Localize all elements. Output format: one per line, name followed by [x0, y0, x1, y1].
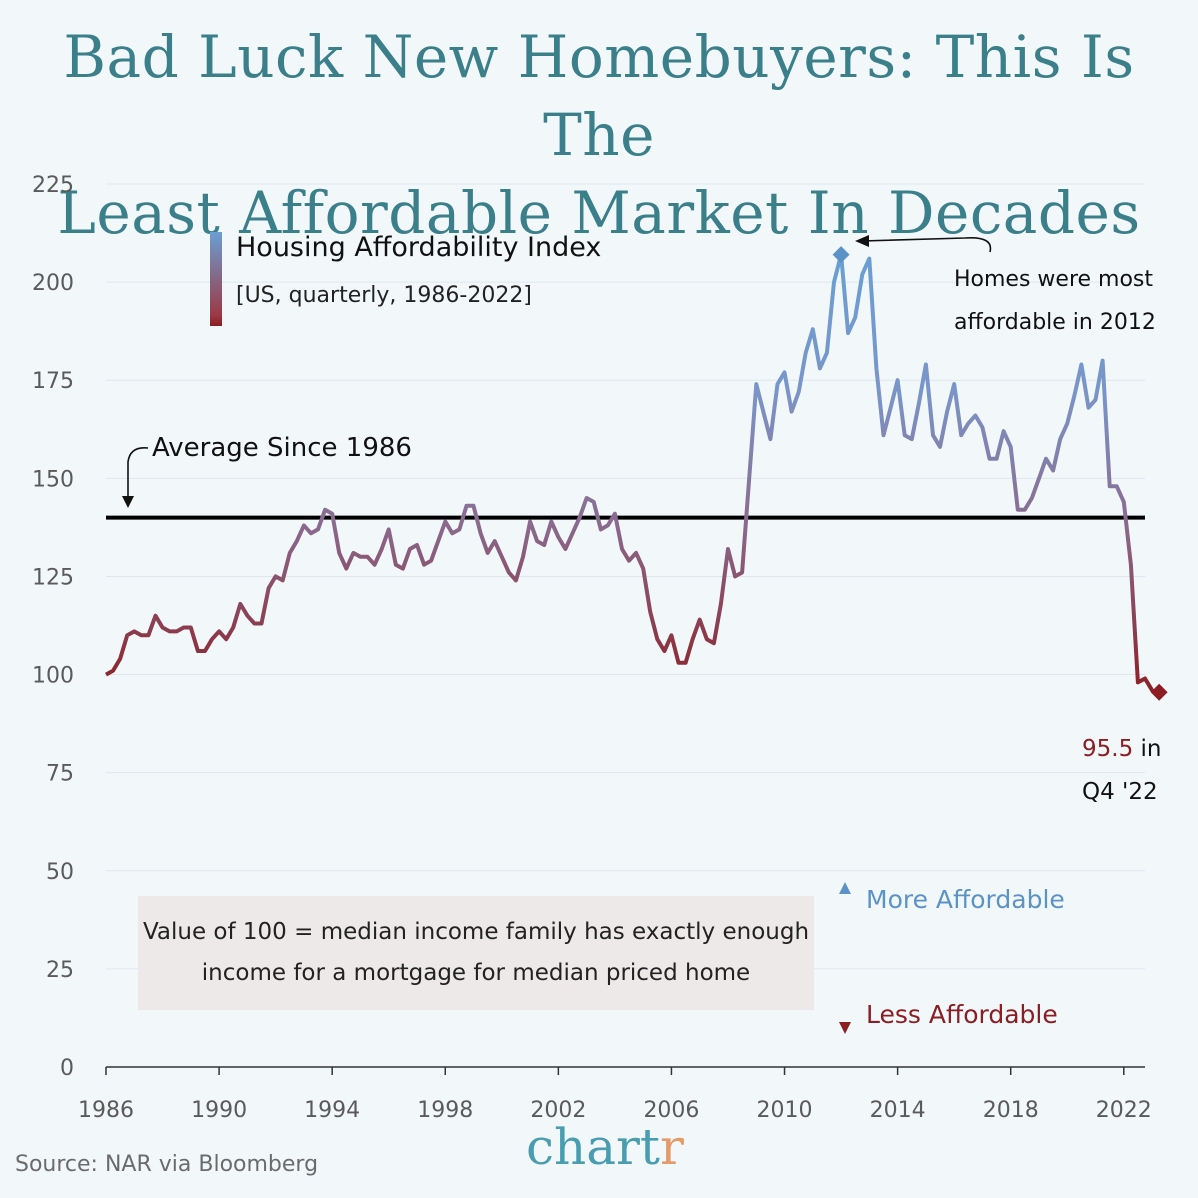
- gridlines: [106, 183, 1145, 970]
- x-tick-label: 1990: [191, 1098, 247, 1123]
- chart-title: Bad Luck New Homebuyers: This Is The Lea…: [0, 18, 1198, 252]
- peak-annotation-line-1: Homes were most: [954, 267, 1154, 292]
- end-marker: [1150, 683, 1168, 701]
- y-tick-label: 0: [60, 1056, 74, 1081]
- y-axis-ticks: 0 25 50 75 100 125 150 175 200 225: [32, 173, 74, 1081]
- y-tick-label: 225: [32, 173, 74, 198]
- less-affordable-arrowhead: [839, 1022, 851, 1034]
- x-tick-label: 1986: [78, 1098, 134, 1123]
- peak-annotation: Homes were most affordable in 2012: [954, 258, 1156, 344]
- more-affordable-arrowhead: [839, 882, 851, 894]
- less-affordable-label: Less Affordable: [866, 1000, 1058, 1029]
- more-affordable-label: More Affordable: [866, 885, 1065, 914]
- average-pointer-arrowhead: [122, 496, 134, 508]
- y-tick-label: 125: [32, 565, 74, 590]
- y-tick-label: 175: [32, 369, 74, 394]
- peak-annotation-line-2: affordable in 2012: [954, 310, 1156, 335]
- brand-r: r: [660, 1118, 684, 1176]
- title-line-2: Least Affordable Market In Decades: [57, 179, 1141, 247]
- legend-subtitle: [US, quarterly, 1986-2022]: [236, 283, 532, 308]
- end-period: Q4 '22: [1082, 779, 1158, 805]
- x-tick-label: 2022: [1096, 1098, 1152, 1123]
- y-tick-label: 200: [32, 271, 74, 296]
- y-tick-label: 100: [32, 664, 74, 689]
- x-axis: 1986 1990 1994 1998 2002 2006 2010 2014 2018 2022: [78, 1066, 1152, 1123]
- y-tick-label: 50: [46, 860, 74, 885]
- series-line: [105, 252, 1160, 695]
- x-tick-label: 1994: [304, 1098, 360, 1123]
- definition-note-text: Value of 100 = median income family has …: [142, 919, 810, 986]
- peak-pointer-arrowhead: [855, 235, 869, 247]
- average-pointer-arrow: [127, 446, 149, 500]
- end-suffix: in: [1133, 736, 1162, 762]
- brand-main: chart: [526, 1118, 661, 1176]
- y-tick-label: 75: [46, 762, 74, 787]
- brand-logo: chartr: [526, 1118, 684, 1176]
- y-tick-label: 25: [46, 958, 74, 983]
- legend-color-bar: [210, 232, 222, 326]
- source-note: Source: NAR via Bloomberg: [15, 1152, 319, 1177]
- x-tick-label: 2014: [870, 1098, 926, 1123]
- x-tick-label: 2002: [530, 1098, 586, 1123]
- end-annotation: 95.5 in Q4 '22: [1082, 728, 1162, 814]
- x-tick-label: 2010: [757, 1098, 813, 1123]
- definition-note: Value of 100 = median income family has …: [138, 896, 814, 1010]
- legend-title: Housing Affordability Index: [236, 232, 602, 263]
- x-tick-label: 1998: [417, 1098, 473, 1123]
- x-tick-label: 2018: [983, 1098, 1039, 1123]
- end-value: 95.5: [1082, 736, 1134, 762]
- x-tick-label: 2006: [643, 1098, 699, 1123]
- peak-marker: [832, 246, 850, 264]
- y-tick-label: 150: [32, 467, 74, 492]
- peak-pointer-arrow: [861, 236, 992, 253]
- average-label: Average Since 1986: [152, 433, 412, 463]
- title-line-1: Bad Luck New Homebuyers: This Is The: [63, 23, 1135, 169]
